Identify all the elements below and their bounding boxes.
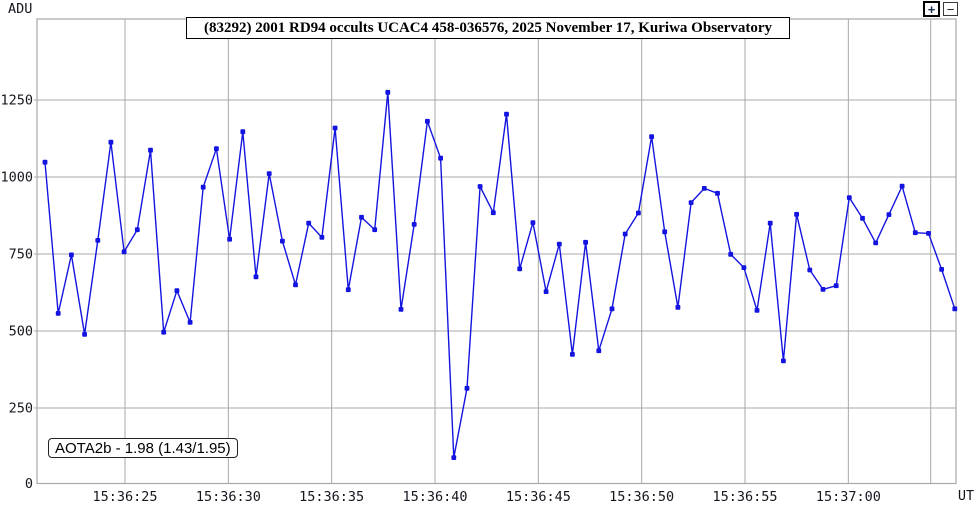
y-tick-label: 1250 bbox=[0, 93, 33, 109]
data-point-marker bbox=[833, 283, 839, 289]
data-point-marker bbox=[121, 249, 127, 255]
data-point-marker bbox=[359, 214, 364, 220]
data-point-marker bbox=[939, 267, 944, 272]
data-point-marker bbox=[345, 287, 351, 293]
x-tick-label: 15:36:40 bbox=[402, 489, 467, 505]
data-point-marker bbox=[411, 222, 417, 227]
data-point-marker bbox=[319, 235, 325, 240]
data-point-marker bbox=[240, 129, 246, 135]
data-point-marker bbox=[148, 147, 153, 153]
data-point-marker bbox=[332, 125, 338, 131]
data-point-marker bbox=[899, 183, 905, 189]
x-tick-label: 15:36:50 bbox=[609, 489, 674, 505]
data-point-marker bbox=[754, 308, 760, 313]
data-point-marker bbox=[675, 304, 681, 310]
aota-result-label: AOTA2b - 1.98 (1.43/1.95) bbox=[48, 438, 238, 458]
data-point-marker bbox=[728, 251, 734, 257]
data-point-marker bbox=[306, 220, 312, 226]
data-point-marker bbox=[860, 215, 865, 221]
data-point-marker bbox=[556, 241, 562, 247]
y-tick-label: 250 bbox=[9, 401, 33, 417]
data-point-marker bbox=[477, 184, 483, 189]
data-point-marker bbox=[873, 240, 879, 246]
data-point-marker bbox=[701, 186, 707, 191]
data-point-marker bbox=[438, 155, 443, 161]
x-tick-label: 15:37:00 bbox=[816, 489, 881, 505]
data-point-marker bbox=[952, 306, 958, 312]
x-axis-unit-label: UT bbox=[957, 488, 975, 504]
data-point-marker bbox=[622, 231, 628, 237]
data-point-marker bbox=[108, 139, 114, 145]
data-point-marker bbox=[543, 289, 549, 294]
data-point-marker bbox=[266, 171, 272, 176]
data-point-marker bbox=[662, 229, 668, 235]
data-point-marker bbox=[490, 210, 496, 216]
data-point-marker bbox=[583, 239, 588, 245]
x-tick-label: 15:36:55 bbox=[712, 489, 777, 505]
data-point-marker bbox=[609, 306, 615, 312]
data-point-marker bbox=[820, 287, 826, 292]
y-tick-label: 500 bbox=[9, 324, 33, 340]
data-point-marker bbox=[174, 288, 180, 294]
data-point-marker bbox=[741, 265, 747, 270]
zoom-in-button[interactable]: + bbox=[923, 1, 940, 17]
data-point-marker bbox=[227, 236, 232, 242]
data-point-marker bbox=[253, 274, 259, 280]
data-point-marker bbox=[200, 184, 206, 190]
data-point-marker bbox=[293, 282, 298, 288]
plot-border bbox=[36, 18, 957, 485]
data-point-marker bbox=[161, 329, 167, 335]
light-curve-line bbox=[44, 92, 956, 458]
data-point-marker bbox=[926, 231, 931, 236]
y-tick-label: 750 bbox=[9, 247, 33, 263]
data-point-marker bbox=[42, 159, 48, 165]
data-point-marker bbox=[385, 89, 391, 95]
data-point-marker bbox=[69, 252, 74, 258]
data-point-marker bbox=[794, 211, 799, 217]
data-point-marker bbox=[398, 307, 404, 312]
data-point-marker bbox=[372, 227, 378, 233]
data-point-marker bbox=[504, 111, 509, 117]
x-tick-label: 15:36:25 bbox=[92, 489, 157, 505]
data-point-marker bbox=[55, 311, 61, 316]
data-point-marker bbox=[767, 220, 773, 226]
data-point-marker bbox=[187, 320, 193, 325]
data-point-marker bbox=[636, 210, 641, 216]
data-point-marker bbox=[596, 348, 602, 354]
data-point-marker bbox=[530, 220, 536, 225]
data-point-marker bbox=[886, 212, 892, 217]
data-point-marker bbox=[781, 358, 786, 364]
data-point-marker bbox=[807, 267, 813, 273]
data-point-marker bbox=[95, 238, 101, 243]
data-point-marker bbox=[715, 190, 720, 196]
data-point-marker bbox=[846, 195, 852, 200]
data-point-marker bbox=[280, 238, 285, 244]
x-tick-label: 15:36:30 bbox=[196, 489, 261, 505]
data-point-marker bbox=[134, 227, 140, 233]
y-tick-label: 0 bbox=[25, 476, 33, 492]
data-point-marker bbox=[912, 230, 918, 236]
data-point-marker bbox=[214, 146, 219, 152]
y-tick-label: 1000 bbox=[0, 170, 33, 186]
data-point-marker bbox=[649, 134, 654, 140]
data-point-marker bbox=[517, 266, 523, 272]
zoom-out-button[interactable]: − bbox=[943, 2, 958, 16]
data-point-marker bbox=[570, 352, 575, 357]
data-point-marker bbox=[464, 385, 470, 391]
data-point-marker bbox=[82, 332, 87, 337]
data-point-marker bbox=[425, 118, 430, 124]
x-tick-label: 15:36:35 bbox=[299, 489, 364, 505]
y-axis-unit-label: ADU bbox=[8, 1, 33, 17]
chart-title: (83292) 2001 RD94 occults UCAC4 458-0365… bbox=[186, 17, 790, 39]
data-point-marker bbox=[688, 200, 694, 205]
x-tick-label: 15:36:45 bbox=[506, 489, 571, 505]
data-point-marker bbox=[451, 455, 457, 460]
